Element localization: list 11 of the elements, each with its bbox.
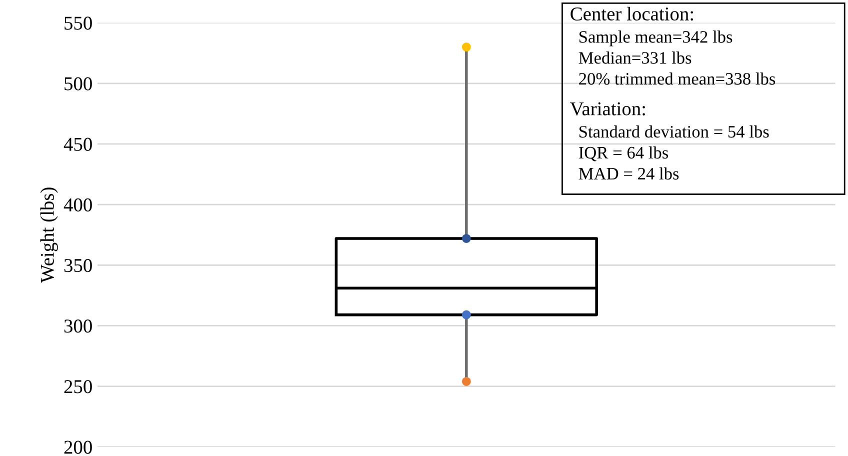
y-tick-label: 450 [64, 138, 92, 151]
y-tick-label: 400 [64, 198, 92, 212]
y-tick-label: 500 [64, 77, 92, 90]
y-tick-label: 250 [64, 380, 92, 394]
annotation: Center location: Sample mean=342 lbs Median=331 lbs 20% trimmed mean=338 lbs [570, 6, 776, 85]
y-tick-label: 550 [64, 16, 92, 30]
y-axis-title: Weight (lbs) [40, 188, 58, 283]
annotation: Variation: Standard deviation = 54 lbs IQR = 64 lbs MAD = 24 lbs [570, 102, 769, 180]
y-tick-label: 300 [64, 320, 92, 333]
y-tick-label: 350 [64, 258, 92, 272]
y-tick-label: 200 [64, 440, 92, 454]
